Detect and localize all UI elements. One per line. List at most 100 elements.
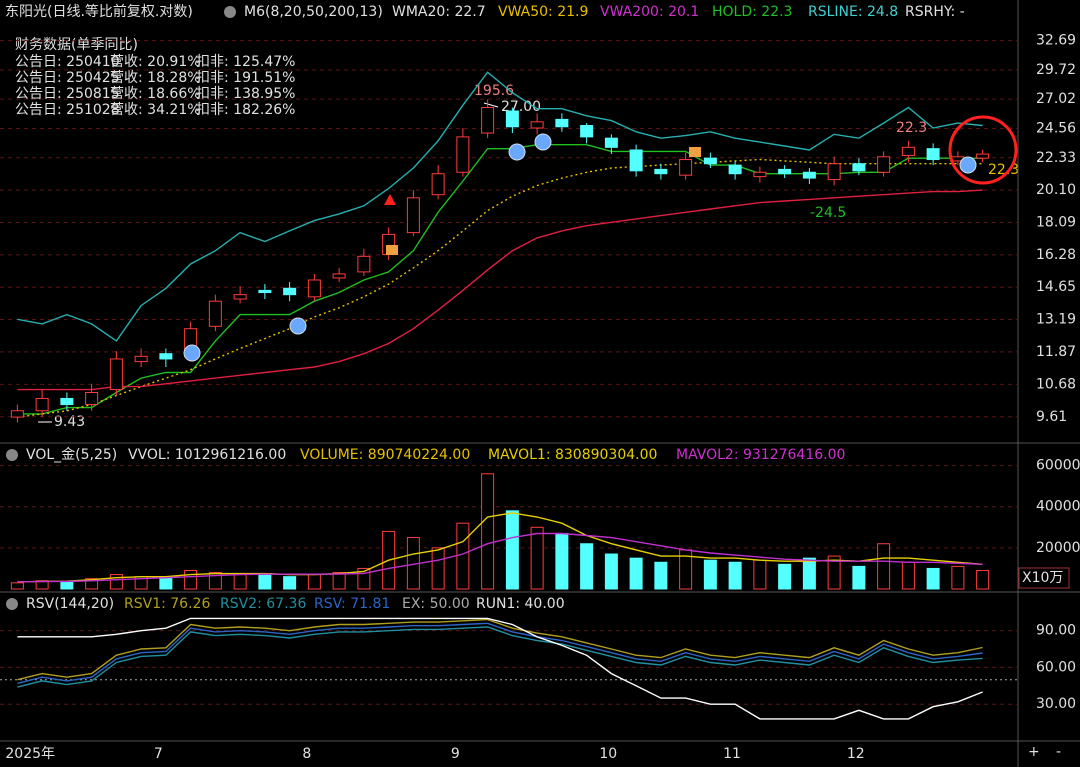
volume-bar: [629, 557, 643, 590]
legend-item: RSV1: 76.26: [124, 596, 210, 612]
y-tick-label: 20.10: [1036, 182, 1076, 198]
candle-body: [134, 355, 148, 363]
toggle-icon[interactable]: [6, 449, 18, 461]
legend-item: RSV: 71.81: [314, 596, 390, 612]
volume-bar: [604, 553, 618, 590]
candle-body: [159, 353, 173, 360]
volume-bar: [728, 561, 742, 590]
candle-body: [530, 121, 544, 129]
volume-bar: [85, 578, 99, 590]
zoom-in[interactable]: +: [1028, 744, 1040, 760]
panel-title: VOL_金(5,25): [26, 447, 117, 463]
candle-body: [629, 149, 643, 172]
annotation: -24.5: [810, 205, 846, 221]
candle-body: [431, 173, 445, 196]
x-tick-label: 8: [302, 746, 311, 762]
legend-item: RSV2: 67.36: [220, 596, 306, 612]
legend-item: HOLD: 22.3: [712, 4, 792, 20]
y-tick-label: 40000: [1036, 499, 1080, 515]
y-tick-label: 13.19: [1036, 311, 1076, 327]
candle-body: [283, 287, 297, 296]
volume-bar: [778, 563, 792, 590]
zoom-out[interactable]: -: [1056, 744, 1061, 760]
line-series: [17, 532, 983, 583]
candle-body: [109, 358, 123, 391]
legend-item: WMA20: 22.7: [392, 4, 486, 20]
finance-cell: 营收: 18.28%: [110, 70, 201, 86]
candle-body: [654, 168, 668, 175]
candle-body: [456, 136, 470, 173]
toggle-icon[interactable]: [6, 598, 18, 610]
volume-bar: [10, 582, 24, 590]
volume-bar: [530, 526, 544, 590]
candle-body: [208, 300, 222, 327]
candle-body: [852, 163, 866, 172]
finance-title: 财务数据(单季同比): [15, 37, 138, 53]
candle-body: [10, 410, 24, 418]
legend-item: RSRHY: -: [905, 4, 965, 20]
legend-item: RSLINE: 24.8: [808, 4, 898, 20]
volume-bar: [580, 543, 594, 590]
volume-bar: [827, 555, 841, 590]
candle-body: [926, 148, 940, 161]
candle-body: [877, 156, 891, 173]
volume-bar: [184, 569, 198, 590]
y-tick-label: 11.87: [1036, 344, 1076, 360]
volume-bar: [654, 561, 668, 590]
volume-bar: [976, 569, 990, 590]
candle-body: [580, 125, 594, 138]
candle-body: [505, 110, 519, 128]
y-tick-label: 10.68: [1036, 376, 1076, 392]
signal-icon: [386, 245, 398, 255]
candle-body: [679, 159, 693, 176]
volume-bar: [307, 574, 321, 590]
candle-body: [802, 171, 816, 179]
candle-body: [901, 146, 915, 156]
signal-icon: [183, 344, 201, 362]
volume-bar: [332, 572, 346, 590]
x-tick-label: 11: [723, 746, 741, 762]
volume-bar: [555, 532, 569, 590]
candle-body: [753, 171, 767, 178]
volume-bar: [951, 565, 965, 590]
volume-bar: [703, 559, 717, 590]
toggle-icon[interactable]: [224, 6, 236, 18]
candle-body: [976, 153, 990, 159]
volume-bar: [258, 573, 272, 590]
finance-cell: 扣非: 182.26%: [196, 102, 295, 118]
axis-background: [1018, 0, 1080, 767]
legend-item: RUN1: 40.00: [476, 596, 565, 612]
unit-box: [1018, 567, 1070, 589]
line-series: [17, 189, 983, 391]
legend-item: MAVOL1: 830890304.00: [488, 447, 657, 463]
x-tick-label: 2025年: [5, 746, 55, 762]
candle-body: [332, 273, 346, 279]
legend-item: VWA200: 20.1: [600, 4, 699, 20]
finance-cell: 营收: 34.21%: [110, 102, 201, 118]
legend-item: MAVOL2: 931276416.00: [676, 447, 845, 463]
y-tick-label: 18.09: [1036, 214, 1076, 230]
candle-body: [555, 118, 569, 128]
volume-bar: [877, 543, 891, 590]
y-tick-label: 16.28: [1036, 247, 1076, 263]
x-tick-label: 7: [154, 746, 163, 762]
marks: 9.61 10.68 11.87 13.19 14.65 16.28 18.09 20.10 2…: [0, 33, 1080, 762]
annotation: 195.6: [474, 83, 514, 99]
volume-bar: [505, 510, 519, 590]
candle-body: [481, 106, 495, 134]
finance-cell: 公告日: 250410: [15, 54, 120, 70]
candle-body: [728, 164, 742, 175]
finance-cell: 营收: 20.91%: [110, 54, 201, 70]
line-series: [17, 71, 983, 342]
line-series: [17, 144, 983, 415]
finance-cell: 公告日: 250425: [15, 70, 120, 86]
signal-icon: [384, 194, 396, 205]
candle-body: [35, 397, 49, 412]
signal-icon: [689, 147, 701, 157]
y-tick-label: 14.65: [1036, 279, 1076, 295]
candle-body: [604, 137, 618, 148]
legend-item: EX: 50.00: [402, 596, 470, 612]
y-tick-label: 29.72: [1036, 62, 1076, 78]
signal-icon: [534, 133, 552, 151]
candle-body: [258, 289, 272, 294]
